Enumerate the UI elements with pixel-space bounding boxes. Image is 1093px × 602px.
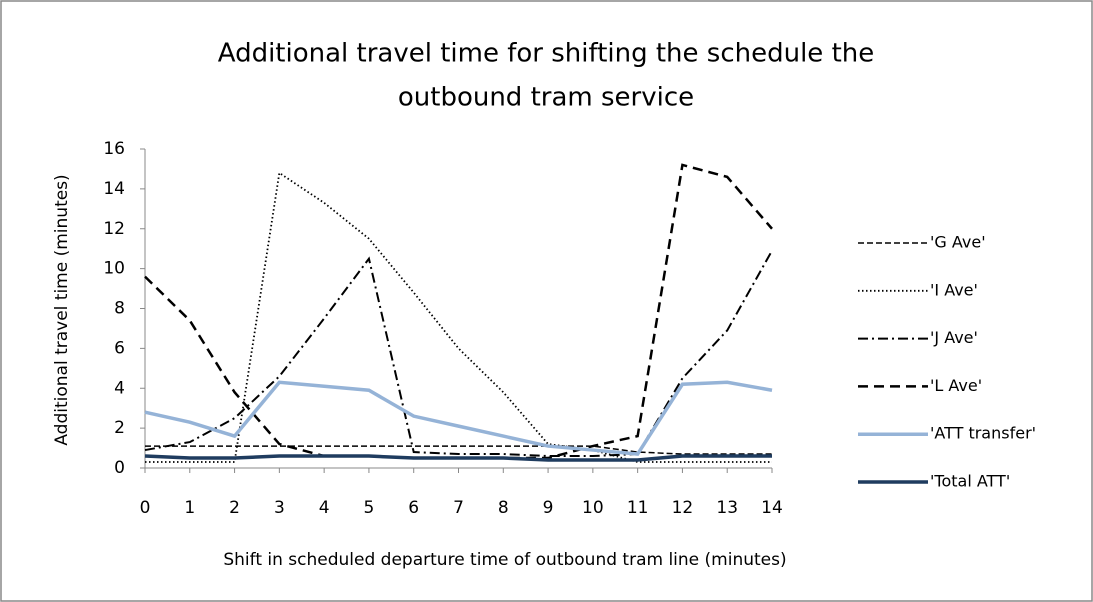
series-line: [144, 380, 773, 456]
x-tick-label: 12: [672, 498, 694, 518]
series-line: [144, 250, 773, 458]
x-axis-label: Shift in scheduled departure time of out…: [223, 550, 786, 570]
y-tick-label: 4: [114, 378, 125, 398]
x-tick-label: 9: [543, 498, 554, 518]
legend-label: 'L Ave': [930, 376, 982, 395]
chart-subtitle: outbound tram service: [398, 83, 694, 113]
x-tick-label: 14: [761, 498, 783, 518]
x-tick-label: 11: [627, 498, 649, 518]
y-tick-label: 16: [103, 139, 125, 159]
x-tick-label: 5: [364, 498, 375, 518]
chart-title: Additional travel time for shifting the …: [218, 39, 875, 69]
y-tick-label: 0: [114, 458, 125, 478]
series-line: [144, 454, 772, 462]
legend-label: 'Total ATT': [930, 472, 1010, 491]
x-tick-label: 10: [582, 498, 604, 518]
x-tick-label: 0: [140, 498, 151, 518]
y-tick-label: 14: [103, 179, 125, 199]
series-line: [145, 445, 772, 455]
legend-label: 'ATT transfer': [930, 424, 1036, 443]
x-tick-label: 1: [184, 498, 195, 518]
y-tick-label: 6: [114, 338, 125, 358]
legend-label: 'I Ave': [930, 280, 978, 299]
y-tick-label: 10: [103, 259, 125, 279]
x-tick-label: 2: [229, 498, 240, 518]
x-tick-label: 3: [274, 498, 285, 518]
series-line: [144, 163, 773, 460]
y-tick-label: 12: [103, 219, 125, 239]
y-axis-label: Additional travel time (minutes): [52, 174, 72, 445]
y-tick-label: 8: [114, 299, 125, 319]
x-tick-label: 4: [319, 498, 330, 518]
x-tick-label: 6: [408, 498, 419, 518]
legend-label: 'J Ave': [930, 328, 978, 347]
x-tick-label: 7: [453, 498, 464, 518]
x-tick-label: 13: [716, 498, 738, 518]
legend-label: 'G Ave': [930, 233, 986, 252]
x-tick-label: 8: [498, 498, 509, 518]
y-tick-label: 2: [114, 418, 125, 438]
